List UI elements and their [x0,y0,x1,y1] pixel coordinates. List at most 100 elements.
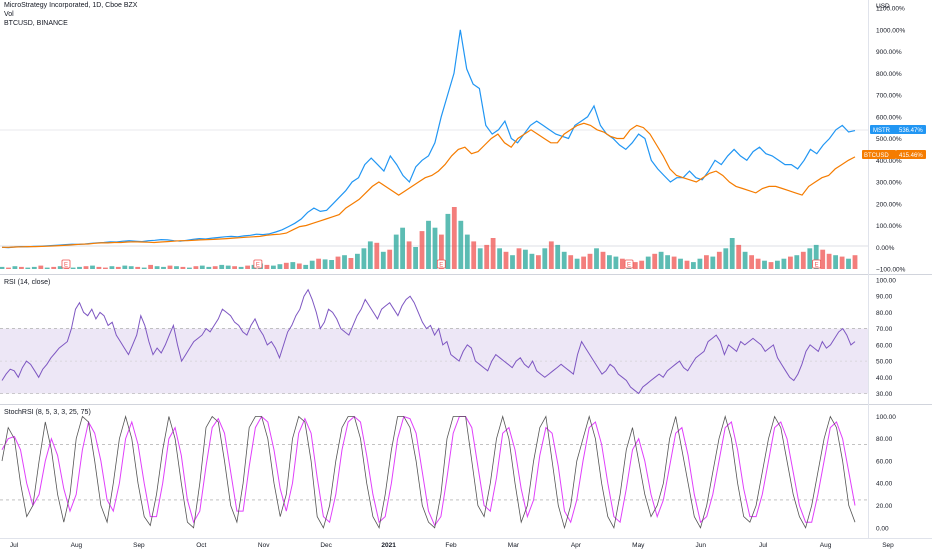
earnings-event-letter: E [627,263,631,269]
x-tick-label: Nov [258,542,270,549]
volume-bar [206,266,212,269]
volume-bar [238,266,244,269]
volume-bar [768,262,774,269]
stoch-d-line[interactable] [1,415,856,527]
volume-bar [96,266,102,269]
y-tick-label: 1000.00% [876,27,905,34]
earnings-event-marker[interactable]: E [61,259,71,269]
volume-bar [148,264,154,269]
volume-bar [193,266,199,269]
volume-bar [232,266,238,269]
volume-bar [115,266,121,269]
volume-bar [600,251,606,269]
volume-bar [749,255,755,269]
stoch-y-tick-label: 20.00 [876,503,893,510]
volume-indicator-label[interactable]: Vol [4,11,14,18]
rsi-y-tick-label: 30.00 [876,391,893,398]
volume-bar [775,260,780,269]
volume-bar [70,267,76,269]
mstr-badge-value: 536.47% [899,128,923,134]
volume-bar [374,242,380,269]
volume-bar [477,248,483,269]
x-tick-label: May [632,542,645,549]
y-tick-label: 600.00% [876,114,902,121]
volume-bar [697,258,703,269]
volume-bar [613,256,619,269]
rsi-pane[interactable]: 100.00 90.00 80.00 70.00 60.00 50.00 40.00 30.0… [0,278,896,399]
earnings-event-letter: E [815,263,819,269]
chart-title[interactable]: MicroStrategy Incorporated, 1D, Cboe BZX [4,2,138,9]
volume-bar [219,264,225,269]
volume-bar [632,262,638,269]
volume-bar [561,251,567,269]
volume-bar [329,260,335,269]
main-y-axis[interactable]: 1100.00% 1000.00% 900.00% 800.00% 700.00% 600… [876,6,906,274]
volume-bar [464,234,470,269]
x-tick-label: Dec [320,542,332,549]
volume-bar [51,266,57,269]
volume-bar [536,255,541,269]
volume-bar [187,267,192,269]
volume-bar [6,267,11,269]
y-tick-label: 200.00% [876,201,902,208]
volume-bar [781,258,787,269]
volume-bar [691,262,696,269]
volume-bar [833,255,839,269]
volume-bar [542,248,548,269]
volume-bar [199,265,205,269]
btcusd-price-badge: BTCUSD 415.46% [862,150,926,159]
volume-bar [439,234,444,269]
y-tick-label: 700.00% [876,93,902,100]
stochrsi-indicator-label[interactable]: StochRSI (8, 5, 3, 3, 25, 75) [4,409,91,416]
x-tick-label: Jun [695,542,706,549]
volume-bar [342,255,347,269]
volume-bar [212,266,218,269]
volume-bar [807,248,813,269]
time-axis[interactable]: Jul Aug Sep Oct Nov Dec 2021 Feb Mar Apr May Jun Jul… [10,542,894,549]
mstr-series-line[interactable] [1,29,856,249]
volume-bar [400,227,406,269]
compare-symbol-label[interactable]: BTCUSD, BINANCE [4,20,68,27]
volume-bar [716,251,722,269]
rsi-line[interactable] [1,288,856,395]
volume-bar [762,260,767,269]
volume-bar [277,264,283,269]
volume-bar [451,207,457,269]
volume-bar [484,244,490,269]
volume-bar [710,256,716,269]
volume-bars [0,207,858,269]
volume-bar [755,258,761,269]
rsi-y-tick-label: 80.00 [876,310,893,317]
volume-bar [57,266,63,269]
volume-bar [90,265,95,269]
volume-bar [296,263,302,269]
volume-bar [813,244,819,269]
earnings-event-marker[interactable]: E [812,259,821,269]
y-tick-label: 400.00% [876,158,902,165]
volume-bar [736,244,742,269]
volume-bar [135,266,141,269]
rsi-y-tick-label: 90.00 [876,294,893,301]
volume-bar [788,256,793,269]
main-price-pane[interactable]: E E E E E 1100.00% 1000.00% 900.00% 800.00% 700.… [0,3,906,274]
volume-bar [380,251,386,269]
rsi-y-axis[interactable]: 100.00 90.00 80.00 70.00 60.00 50.00 40.00 30.0… [876,278,896,399]
btcusd-series-line[interactable] [2,122,856,248]
x-tick-label: Aug [71,542,83,549]
volume-bar [671,256,677,269]
stochrsi-pane[interactable]: 100.00 80.00 60.00 40.00 20.00 0.00 [0,414,896,532]
x-tick-label: Jul [10,542,19,549]
earnings-event-marker[interactable]: E [253,259,263,269]
volume-bar [548,241,554,269]
rsi-indicator-label[interactable]: RSI (14, close) [4,279,51,286]
volume-bar [413,247,419,269]
earnings-event-marker[interactable]: E [436,259,446,269]
stoch-y-tick-label: 60.00 [876,459,893,466]
volume-bar [367,241,373,269]
earnings-event-marker[interactable]: E [624,259,634,269]
earnings-event-letter: E [256,263,260,269]
stoch-k-line[interactable] [1,415,856,530]
volume-bar [0,266,5,269]
stoch-y-axis[interactable]: 100.00 80.00 60.00 40.00 20.00 0.00 [876,414,896,532]
